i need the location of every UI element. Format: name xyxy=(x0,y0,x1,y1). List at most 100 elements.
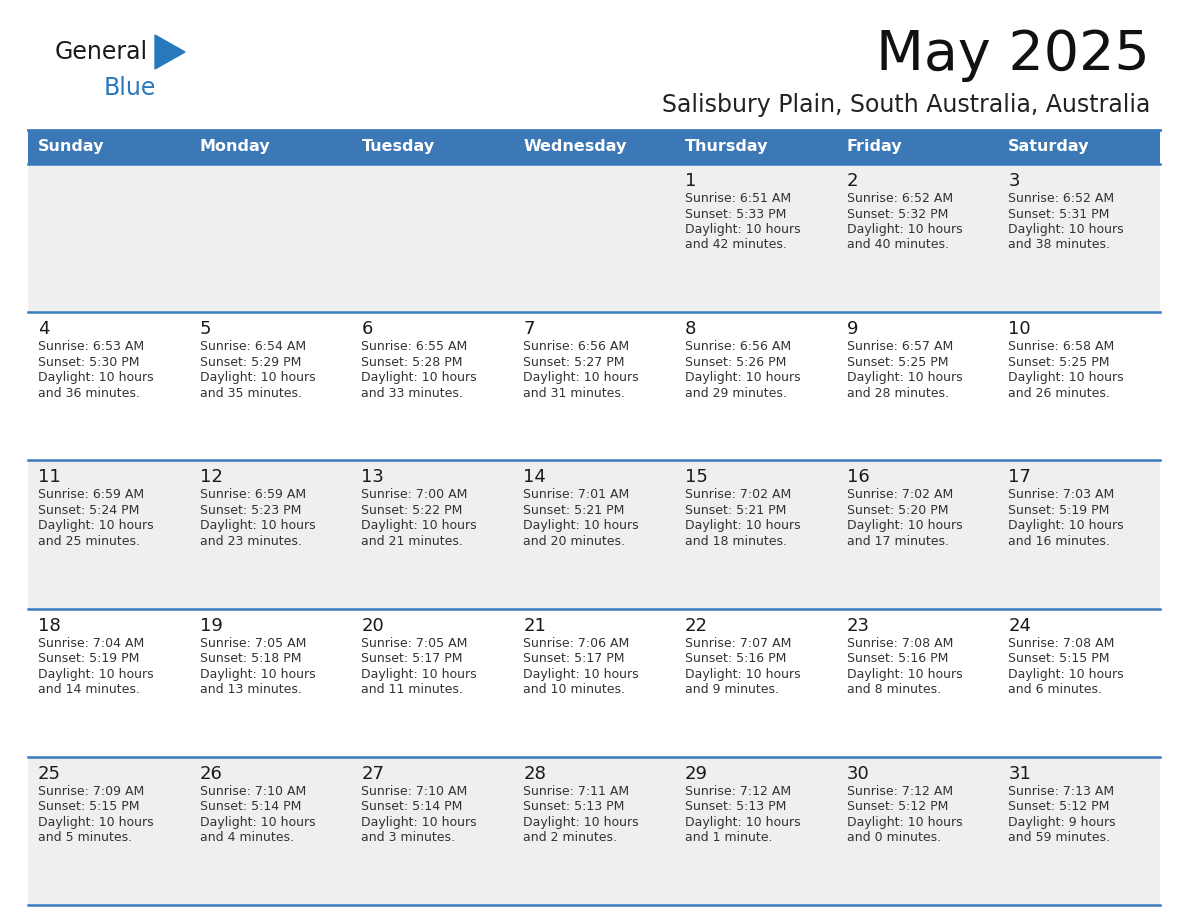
Bar xyxy=(836,130,998,164)
Bar xyxy=(352,130,513,164)
Text: Daylight: 10 hours: Daylight: 10 hours xyxy=(684,816,801,829)
Text: Sunrise: 6:56 AM: Sunrise: 6:56 AM xyxy=(684,341,791,353)
Text: 13: 13 xyxy=(361,468,384,487)
Text: Daylight: 10 hours: Daylight: 10 hours xyxy=(200,520,315,532)
Text: Daylight: 10 hours: Daylight: 10 hours xyxy=(361,667,478,680)
Text: Sunrise: 7:09 AM: Sunrise: 7:09 AM xyxy=(38,785,144,798)
Text: 29: 29 xyxy=(684,765,708,783)
Text: and 26 minutes.: and 26 minutes. xyxy=(1009,386,1110,399)
Text: Sunrise: 6:56 AM: Sunrise: 6:56 AM xyxy=(523,341,630,353)
Text: Daylight: 10 hours: Daylight: 10 hours xyxy=(847,667,962,680)
Text: and 38 minutes.: and 38 minutes. xyxy=(1009,239,1111,252)
Text: and 13 minutes.: and 13 minutes. xyxy=(200,683,302,696)
Text: Sunset: 5:29 PM: Sunset: 5:29 PM xyxy=(200,355,301,369)
Text: 5: 5 xyxy=(200,320,211,338)
Text: Daylight: 10 hours: Daylight: 10 hours xyxy=(684,520,801,532)
Text: and 42 minutes.: and 42 minutes. xyxy=(684,239,786,252)
Text: and 3 minutes.: and 3 minutes. xyxy=(361,832,455,845)
Text: Sunrise: 6:59 AM: Sunrise: 6:59 AM xyxy=(38,488,144,501)
Text: Daylight: 10 hours: Daylight: 10 hours xyxy=(38,371,153,385)
Text: Sunset: 5:25 PM: Sunset: 5:25 PM xyxy=(847,355,948,369)
Text: Sunrise: 6:52 AM: Sunrise: 6:52 AM xyxy=(847,192,953,205)
Text: Sunset: 5:24 PM: Sunset: 5:24 PM xyxy=(38,504,139,517)
Text: Daylight: 10 hours: Daylight: 10 hours xyxy=(200,371,315,385)
Text: Daylight: 10 hours: Daylight: 10 hours xyxy=(847,520,962,532)
Text: Sunrise: 7:06 AM: Sunrise: 7:06 AM xyxy=(523,636,630,650)
Bar xyxy=(29,609,1159,756)
Text: and 17 minutes.: and 17 minutes. xyxy=(847,535,948,548)
Text: and 6 minutes.: and 6 minutes. xyxy=(1009,683,1102,696)
Text: 19: 19 xyxy=(200,617,222,634)
Text: and 31 minutes.: and 31 minutes. xyxy=(523,386,625,399)
Text: 7: 7 xyxy=(523,320,535,338)
Text: Sunset: 5:19 PM: Sunset: 5:19 PM xyxy=(38,652,139,666)
Text: Sunset: 5:14 PM: Sunset: 5:14 PM xyxy=(200,800,301,813)
Text: Daylight: 10 hours: Daylight: 10 hours xyxy=(1009,223,1124,236)
Text: 6: 6 xyxy=(361,320,373,338)
Text: 10: 10 xyxy=(1009,320,1031,338)
Text: Sunrise: 7:00 AM: Sunrise: 7:00 AM xyxy=(361,488,468,501)
Text: Daylight: 10 hours: Daylight: 10 hours xyxy=(200,816,315,829)
Text: Sunset: 5:25 PM: Sunset: 5:25 PM xyxy=(1009,355,1110,369)
Text: Saturday: Saturday xyxy=(1009,140,1089,154)
Text: Sunset: 5:13 PM: Sunset: 5:13 PM xyxy=(684,800,786,813)
Text: and 10 minutes.: and 10 minutes. xyxy=(523,683,625,696)
Text: Sunday: Sunday xyxy=(38,140,105,154)
Text: 28: 28 xyxy=(523,765,546,783)
Text: Daylight: 10 hours: Daylight: 10 hours xyxy=(361,371,478,385)
Text: and 8 minutes.: and 8 minutes. xyxy=(847,683,941,696)
Text: Daylight: 10 hours: Daylight: 10 hours xyxy=(847,223,962,236)
Bar xyxy=(998,130,1159,164)
Text: and 18 minutes.: and 18 minutes. xyxy=(684,535,786,548)
Text: 21: 21 xyxy=(523,617,546,634)
Text: 12: 12 xyxy=(200,468,222,487)
Text: Daylight: 10 hours: Daylight: 10 hours xyxy=(684,667,801,680)
Text: Sunset: 5:32 PM: Sunset: 5:32 PM xyxy=(847,207,948,220)
Text: Daylight: 10 hours: Daylight: 10 hours xyxy=(361,520,478,532)
Text: Daylight: 9 hours: Daylight: 9 hours xyxy=(1009,816,1116,829)
Text: Daylight: 10 hours: Daylight: 10 hours xyxy=(847,816,962,829)
Text: Sunrise: 7:13 AM: Sunrise: 7:13 AM xyxy=(1009,785,1114,798)
Text: 27: 27 xyxy=(361,765,385,783)
Text: Sunrise: 6:55 AM: Sunrise: 6:55 AM xyxy=(361,341,468,353)
Text: Sunset: 5:13 PM: Sunset: 5:13 PM xyxy=(523,800,625,813)
Text: and 33 minutes.: and 33 minutes. xyxy=(361,386,463,399)
Text: Sunrise: 7:12 AM: Sunrise: 7:12 AM xyxy=(684,785,791,798)
Text: 24: 24 xyxy=(1009,617,1031,634)
Text: and 36 minutes.: and 36 minutes. xyxy=(38,386,140,399)
Text: Sunset: 5:15 PM: Sunset: 5:15 PM xyxy=(38,800,139,813)
Text: Daylight: 10 hours: Daylight: 10 hours xyxy=(38,520,153,532)
Text: Daylight: 10 hours: Daylight: 10 hours xyxy=(361,816,478,829)
Text: Sunrise: 7:01 AM: Sunrise: 7:01 AM xyxy=(523,488,630,501)
Text: Sunrise: 6:57 AM: Sunrise: 6:57 AM xyxy=(847,341,953,353)
Text: and 59 minutes.: and 59 minutes. xyxy=(1009,832,1111,845)
Text: and 2 minutes.: and 2 minutes. xyxy=(523,832,617,845)
Text: 2: 2 xyxy=(847,172,858,190)
Text: Sunrise: 6:59 AM: Sunrise: 6:59 AM xyxy=(200,488,305,501)
Text: and 23 minutes.: and 23 minutes. xyxy=(200,535,302,548)
Text: 25: 25 xyxy=(38,765,61,783)
Text: Daylight: 10 hours: Daylight: 10 hours xyxy=(38,667,153,680)
Text: 30: 30 xyxy=(847,765,870,783)
Text: Sunset: 5:18 PM: Sunset: 5:18 PM xyxy=(200,652,302,666)
Text: Sunset: 5:33 PM: Sunset: 5:33 PM xyxy=(684,207,786,220)
Bar xyxy=(29,756,1159,905)
Text: 11: 11 xyxy=(38,468,61,487)
Text: and 29 minutes.: and 29 minutes. xyxy=(684,386,786,399)
Bar xyxy=(29,130,190,164)
Text: Sunset: 5:16 PM: Sunset: 5:16 PM xyxy=(684,652,786,666)
Text: 15: 15 xyxy=(684,468,708,487)
Text: Sunrise: 6:51 AM: Sunrise: 6:51 AM xyxy=(684,192,791,205)
Text: Daylight: 10 hours: Daylight: 10 hours xyxy=(200,667,315,680)
Text: Daylight: 10 hours: Daylight: 10 hours xyxy=(1009,667,1124,680)
Text: 22: 22 xyxy=(684,617,708,634)
Text: May 2025: May 2025 xyxy=(877,28,1150,82)
Text: 9: 9 xyxy=(847,320,858,338)
Text: Sunset: 5:28 PM: Sunset: 5:28 PM xyxy=(361,355,463,369)
Text: and 11 minutes.: and 11 minutes. xyxy=(361,683,463,696)
Text: Sunset: 5:27 PM: Sunset: 5:27 PM xyxy=(523,355,625,369)
Text: and 5 minutes.: and 5 minutes. xyxy=(38,832,132,845)
Bar xyxy=(29,312,1159,461)
Text: 16: 16 xyxy=(847,468,870,487)
Text: Sunset: 5:31 PM: Sunset: 5:31 PM xyxy=(1009,207,1110,220)
